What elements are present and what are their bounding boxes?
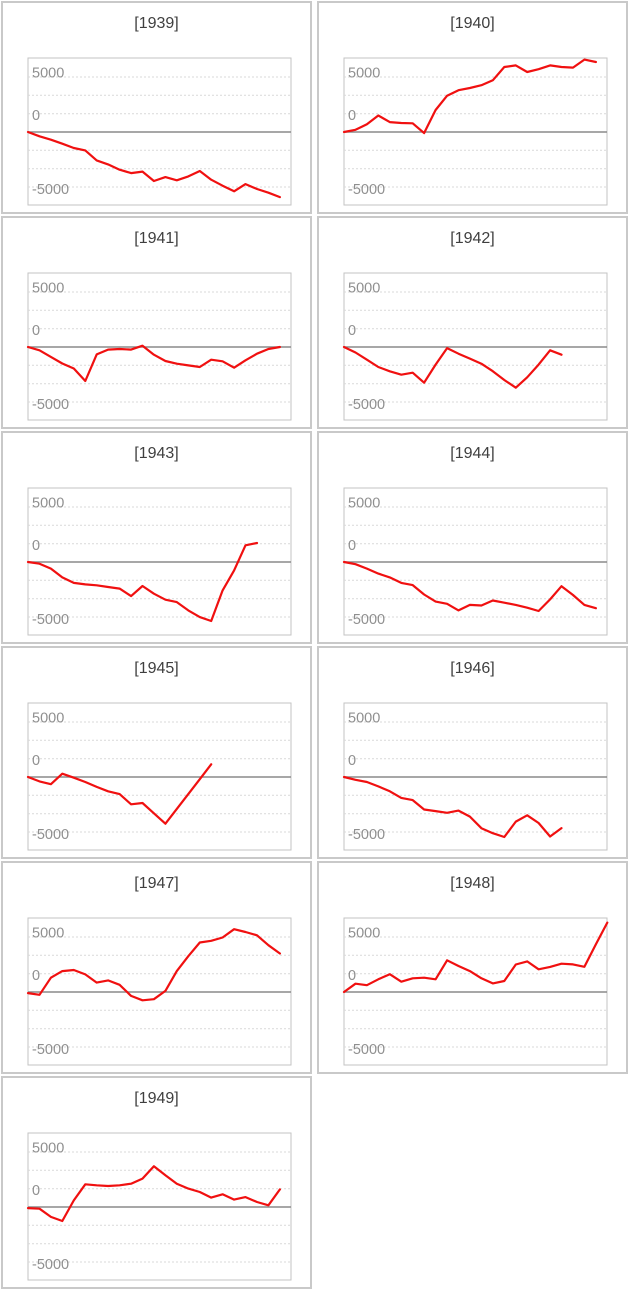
series-line-1939 <box>26 130 281 199</box>
y-tick-label: 0 <box>348 323 356 339</box>
panel-title: [1942] <box>450 230 494 247</box>
y-tick-label: -5000 <box>348 182 385 198</box>
panel-chart-1949: [1949] 5000 0 -5000 <box>26 1090 292 1281</box>
y-tick-label: 0 <box>32 968 40 984</box>
y-tick-label: 0 <box>32 1183 40 1199</box>
y-tick-label: 5000 <box>348 496 380 512</box>
panel-chart-1941: [1941] 5000 0 -5000 <box>26 230 292 421</box>
y-tick-label: 5000 <box>348 926 380 942</box>
y-tick-label: 0 <box>348 538 356 554</box>
series-line-1949 <box>26 1165 281 1223</box>
series-line-1948 <box>342 921 609 994</box>
empty-grid-slot <box>317 1076 628 1289</box>
chart-panel-1946: [1946] 5000 0 -5000 <box>317 646 628 859</box>
panel-title: [1941] <box>134 230 178 247</box>
y-tick-label: 0 <box>32 323 40 339</box>
y-tick-label: -5000 <box>32 1257 69 1273</box>
y-tick-label: 5000 <box>348 281 380 297</box>
panel-chart-1943: [1943] 5000 0 -5000 <box>26 445 292 636</box>
series-line-1942 <box>342 345 563 389</box>
panel-chart-1942: [1942] 5000 0 -5000 <box>342 230 608 421</box>
y-tick-label: 5000 <box>32 926 64 942</box>
y-tick-label: 0 <box>348 968 356 984</box>
panel-title: [1945] <box>134 660 178 677</box>
panel-title: [1946] <box>450 660 494 677</box>
chart-panel-1940: [1940] 5000 0 -5000 <box>317 1 628 214</box>
panel-title: [1939] <box>134 15 178 32</box>
chart-panel-1947: [1947] 5000 0 -5000 <box>1 861 312 1074</box>
y-tick-label: 5000 <box>32 711 64 727</box>
chart-panel-1948: [1948] 5000 0 -5000 <box>317 861 628 1074</box>
series-line-1943 <box>26 541 259 623</box>
panel-chart-1947: [1947] 5000 0 -5000 <box>26 875 292 1066</box>
y-tick-label: 5000 <box>32 1141 64 1157</box>
y-tick-label: 5000 <box>32 66 64 82</box>
y-tick-label: 0 <box>348 108 356 124</box>
series-line-1941 <box>26 344 281 383</box>
chart-panel-1942: [1942] 5000 0 -5000 <box>317 216 628 429</box>
panel-chart-1940: [1940] 5000 0 -5000 <box>342 15 608 206</box>
panel-chart-1946: [1946] 5000 0 -5000 <box>342 660 608 851</box>
panel-chart-1939: [1939] 5000 0 -5000 <box>26 15 292 206</box>
series-line-1945 <box>26 763 213 825</box>
chart-panel-1944: [1944] 5000 0 -5000 <box>317 431 628 644</box>
y-tick-label: -5000 <box>32 827 69 843</box>
panel-chart-1944: [1944] 5000 0 -5000 <box>342 445 608 636</box>
series-line-1940 <box>342 58 597 135</box>
y-tick-label: -5000 <box>348 397 385 413</box>
panel-title: [1948] <box>450 875 494 892</box>
series-line-1946 <box>342 775 563 839</box>
y-tick-label: 5000 <box>348 711 380 727</box>
panel-title: [1940] <box>450 15 494 32</box>
y-tick-label: 5000 <box>32 496 64 512</box>
y-tick-label: 0 <box>32 108 40 124</box>
y-tick-label: -5000 <box>348 612 385 628</box>
chart-panel-1945: [1945] 5000 0 -5000 <box>1 646 312 859</box>
panel-title: [1949] <box>134 1090 178 1107</box>
panel-chart-1945: [1945] 5000 0 -5000 <box>26 660 292 851</box>
y-tick-label: 5000 <box>32 281 64 297</box>
chart-panel-1949: [1949] 5000 0 -5000 <box>1 1076 312 1289</box>
y-tick-label: -5000 <box>32 1042 69 1058</box>
panel-title: [1947] <box>134 875 178 892</box>
panel-title: [1944] <box>450 445 494 462</box>
y-tick-label: -5000 <box>32 397 69 413</box>
y-tick-label: 0 <box>32 538 40 554</box>
panel-title: [1943] <box>134 445 178 462</box>
panel-chart-1948: [1948] 5000 0 -5000 <box>342 875 609 1066</box>
y-tick-label: -5000 <box>348 1042 385 1058</box>
y-tick-label: 0 <box>32 753 40 769</box>
y-tick-label: 5000 <box>348 66 380 82</box>
y-tick-label: -5000 <box>32 182 69 198</box>
chart-panel-1939: [1939] 5000 0 -5000 <box>1 1 312 214</box>
y-tick-label: -5000 <box>32 612 69 628</box>
y-tick-label: -5000 <box>348 827 385 843</box>
chart-panel-1941: [1941] 5000 0 -5000 <box>1 216 312 429</box>
series-line-1944 <box>342 560 597 613</box>
chart-panel-1943: [1943] 5000 0 -5000 <box>1 431 312 644</box>
y-tick-label: 0 <box>348 753 356 769</box>
series-line-1947 <box>26 928 281 1002</box>
